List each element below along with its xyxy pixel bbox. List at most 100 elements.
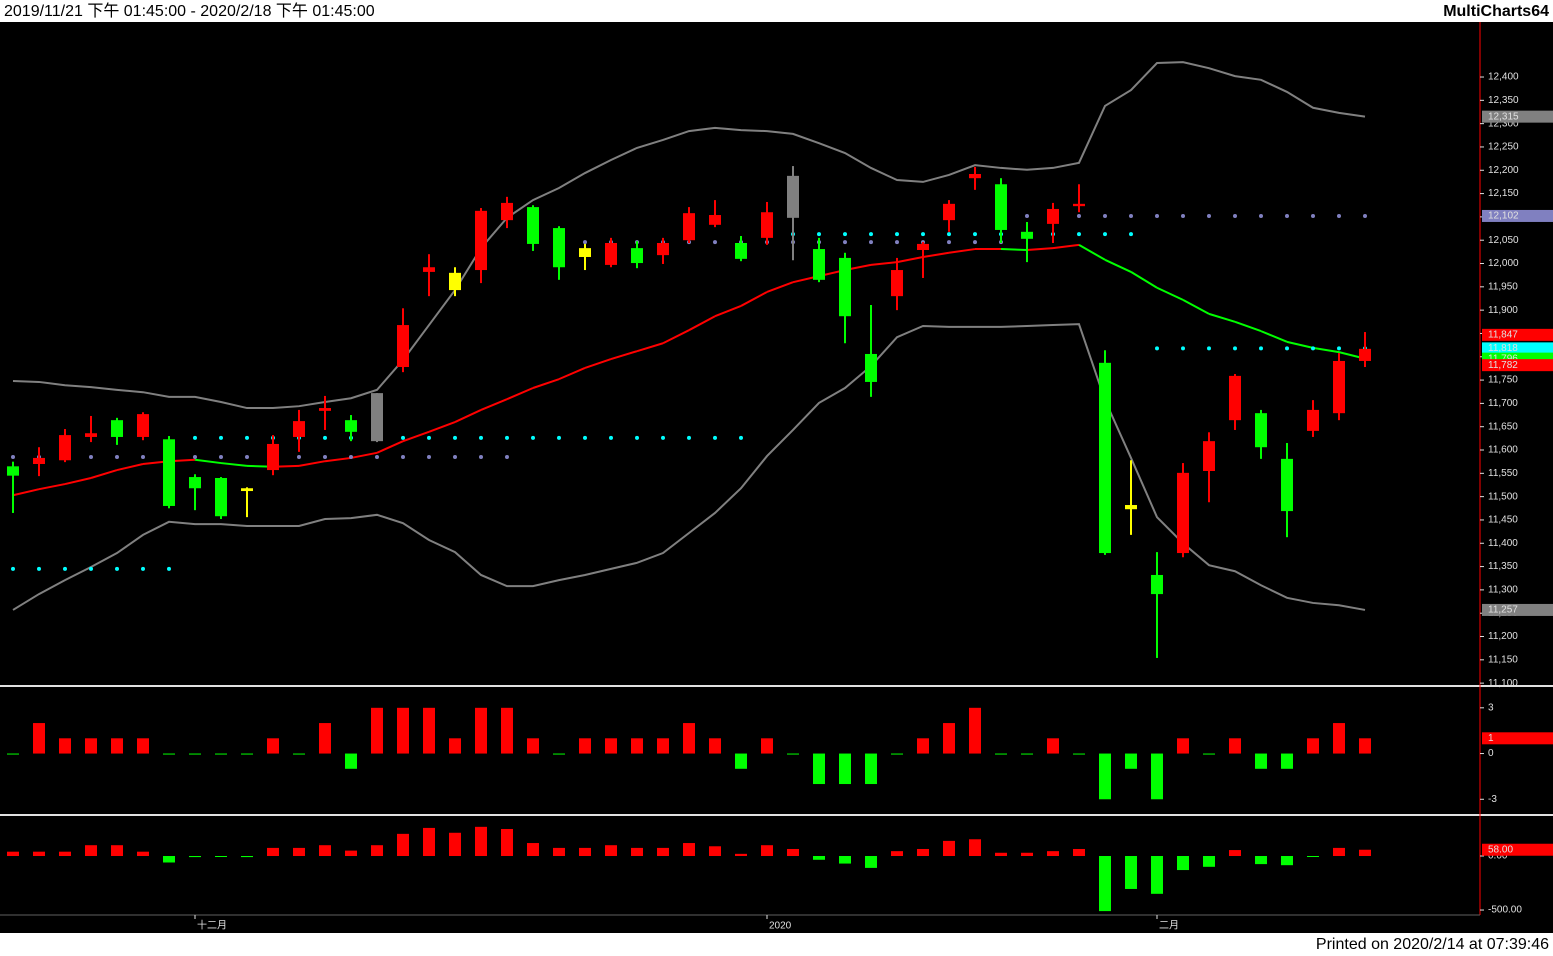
price-marker (1482, 110, 1553, 123)
moving-average (1052, 243, 1080, 250)
indicator-bar (371, 707, 383, 754)
moving-average (506, 387, 534, 401)
stop-dot (1129, 232, 1133, 237)
stop-dot (427, 435, 431, 440)
indicator-bar (189, 856, 201, 858)
indicator-bar (527, 843, 539, 857)
stop-dot (609, 435, 613, 440)
indicator-bar (1177, 856, 1189, 871)
y-tick-label: 11,200 (1488, 631, 1518, 642)
indicator-bar (111, 845, 123, 857)
indicator-bar (475, 826, 487, 857)
indicator-bar (33, 851, 45, 857)
price-marker (1482, 342, 1553, 355)
stop-dot (583, 435, 587, 440)
stop-dot (1259, 213, 1263, 218)
indicator-bar (631, 738, 643, 754)
indicator-bar (241, 753, 253, 755)
y-tick-label: 11,700 (1488, 398, 1518, 409)
indicator-bar (735, 853, 747, 857)
indicator-bar (1203, 753, 1215, 755)
moving-average (194, 458, 222, 465)
candle-body (1099, 362, 1111, 554)
moving-average (1286, 340, 1314, 349)
indicator-bar (605, 738, 617, 754)
y-tick-label: 12,250 (1488, 142, 1519, 153)
stop-dot (1259, 346, 1263, 351)
indicator-bar (293, 753, 305, 755)
moving-average (1130, 271, 1158, 289)
candle-body (579, 248, 591, 257)
y-tick-label: 0 (1488, 748, 1494, 759)
indicator-bar (1281, 753, 1293, 769)
indicator-bar (1333, 847, 1345, 857)
indicator-bar (579, 738, 591, 754)
moving-average (1000, 248, 1028, 251)
candle-body (241, 488, 253, 492)
stop-dot (1103, 213, 1107, 218)
indicator-bar (969, 839, 981, 857)
indicator-bar (527, 738, 539, 754)
indicator-bar (59, 851, 71, 857)
indicator-bar (475, 707, 487, 754)
indicator-bar (1177, 738, 1189, 754)
stop-dot (843, 240, 847, 245)
y-tick-label: -500.00 (1488, 905, 1522, 916)
candle-body (1229, 375, 1241, 421)
indicator-bar (1229, 850, 1241, 857)
stop-dot (193, 435, 197, 440)
stop-dot (1363, 213, 1367, 218)
candle-body (215, 477, 227, 517)
candle-body (735, 243, 747, 259)
y-tick-label: 11,900 (1488, 305, 1518, 316)
stop-dot (1129, 213, 1133, 218)
candle-body (943, 203, 955, 221)
indicator-bar (85, 738, 97, 754)
candle-body (553, 228, 565, 268)
moving-average (12, 488, 40, 497)
candle-body (683, 213, 695, 241)
indicator-bar (943, 840, 955, 857)
stop-dot (453, 455, 457, 460)
y-tick-label: 11,400 (1488, 538, 1518, 549)
stop-dot (1077, 213, 1081, 218)
indicator-bar (579, 847, 591, 857)
indicator-bar (1255, 856, 1267, 865)
moving-average (1312, 346, 1340, 354)
stop-dot (37, 566, 41, 571)
stop-dot (817, 232, 821, 237)
moving-average (896, 256, 924, 264)
stop-dot (973, 232, 977, 237)
indicator-bar (761, 738, 773, 754)
stop-dot (895, 232, 899, 237)
indicator-bar (657, 738, 669, 754)
indicator-bar (969, 707, 981, 754)
candle-body (1333, 360, 1345, 414)
stop-dot (219, 435, 223, 440)
stop-dot (11, 566, 15, 571)
moving-average (428, 421, 456, 433)
indicator-bar (111, 738, 123, 754)
price-marker-label: 58.00 (1488, 844, 1513, 855)
y-tick-label: 12,200 (1488, 165, 1519, 176)
stop-dot (1337, 213, 1341, 218)
indicator-bar (293, 847, 305, 857)
candle-body (293, 421, 305, 437)
y-tick-label: 12,150 (1488, 188, 1519, 199)
y-tick-label: 12,300 (1488, 118, 1519, 129)
moving-average (922, 251, 950, 258)
indicator-bar (995, 852, 1007, 857)
indicator-bar (813, 753, 825, 785)
price-marker-label: 11,847 (1488, 329, 1518, 340)
moving-average (766, 281, 794, 293)
indicator-bar (709, 738, 721, 754)
stop-dot (1155, 213, 1159, 218)
candle-body (995, 184, 1007, 230)
candle-body (709, 215, 721, 225)
indicator-bar (787, 753, 799, 755)
price-marker-label: 1 (1488, 733, 1494, 744)
moving-average (376, 440, 404, 454)
stop-dot (713, 240, 717, 245)
moving-average (948, 248, 976, 254)
